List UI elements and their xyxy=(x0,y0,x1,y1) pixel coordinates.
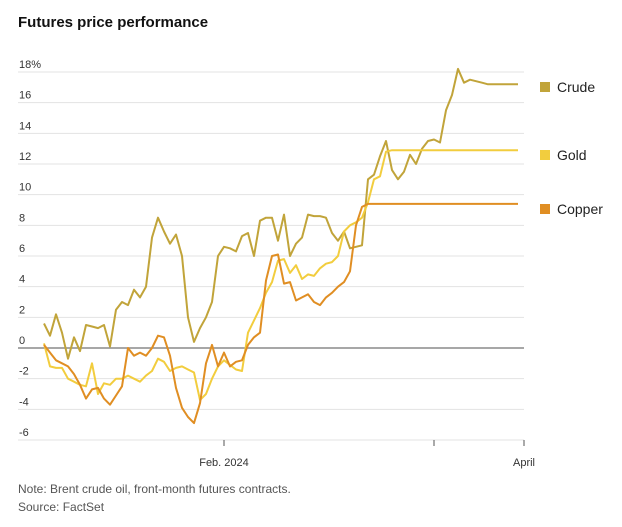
y-tick-label: 8 xyxy=(19,212,25,224)
chart-source: Source: FactSet xyxy=(18,500,105,514)
series-line-gold xyxy=(43,149,518,402)
y-tick-label: 14 xyxy=(19,120,31,132)
y-tick-label: -6 xyxy=(19,427,29,439)
grid-lines xyxy=(18,71,524,441)
x-axis-ticks: Feb. 2024 April xyxy=(199,440,535,469)
legend-label-crude: Crude xyxy=(557,79,595,95)
legend: Crude Gold Copper xyxy=(540,79,603,217)
x-tick-label: Feb. 2024 xyxy=(199,457,249,469)
legend-label-gold: Gold xyxy=(557,147,587,163)
y-tick-label: 6 xyxy=(19,243,25,255)
y-tick-label: -2 xyxy=(19,366,29,378)
y-tick-label: 0 xyxy=(19,335,25,347)
legend-swatch-gold xyxy=(540,150,550,160)
y-tick-label: 16 xyxy=(19,90,31,102)
y-tick-label: 2 xyxy=(19,304,25,316)
chart-note: Note: Brent crude oil, front-month futur… xyxy=(18,482,291,496)
y-tick-label: -4 xyxy=(19,396,29,408)
legend-swatch-copper xyxy=(540,204,550,214)
y-axis-ticks: 18% 16 14 12 10 8 6 4 2 0 -2 -4 -6 xyxy=(19,59,41,439)
y-tick-label: 4 xyxy=(19,274,25,286)
series-line-crude xyxy=(43,67,518,360)
y-tick-label: 12 xyxy=(19,151,31,163)
series-lines xyxy=(43,67,518,425)
x-tick-label: April xyxy=(513,457,535,469)
legend-label-copper: Copper xyxy=(557,201,603,217)
chart-title: Futures price performance xyxy=(18,14,209,31)
legend-swatch-crude xyxy=(540,82,550,92)
series-line-copper xyxy=(43,202,518,425)
y-tick-label: 10 xyxy=(19,182,31,194)
y-tick-label: 18% xyxy=(19,59,41,71)
